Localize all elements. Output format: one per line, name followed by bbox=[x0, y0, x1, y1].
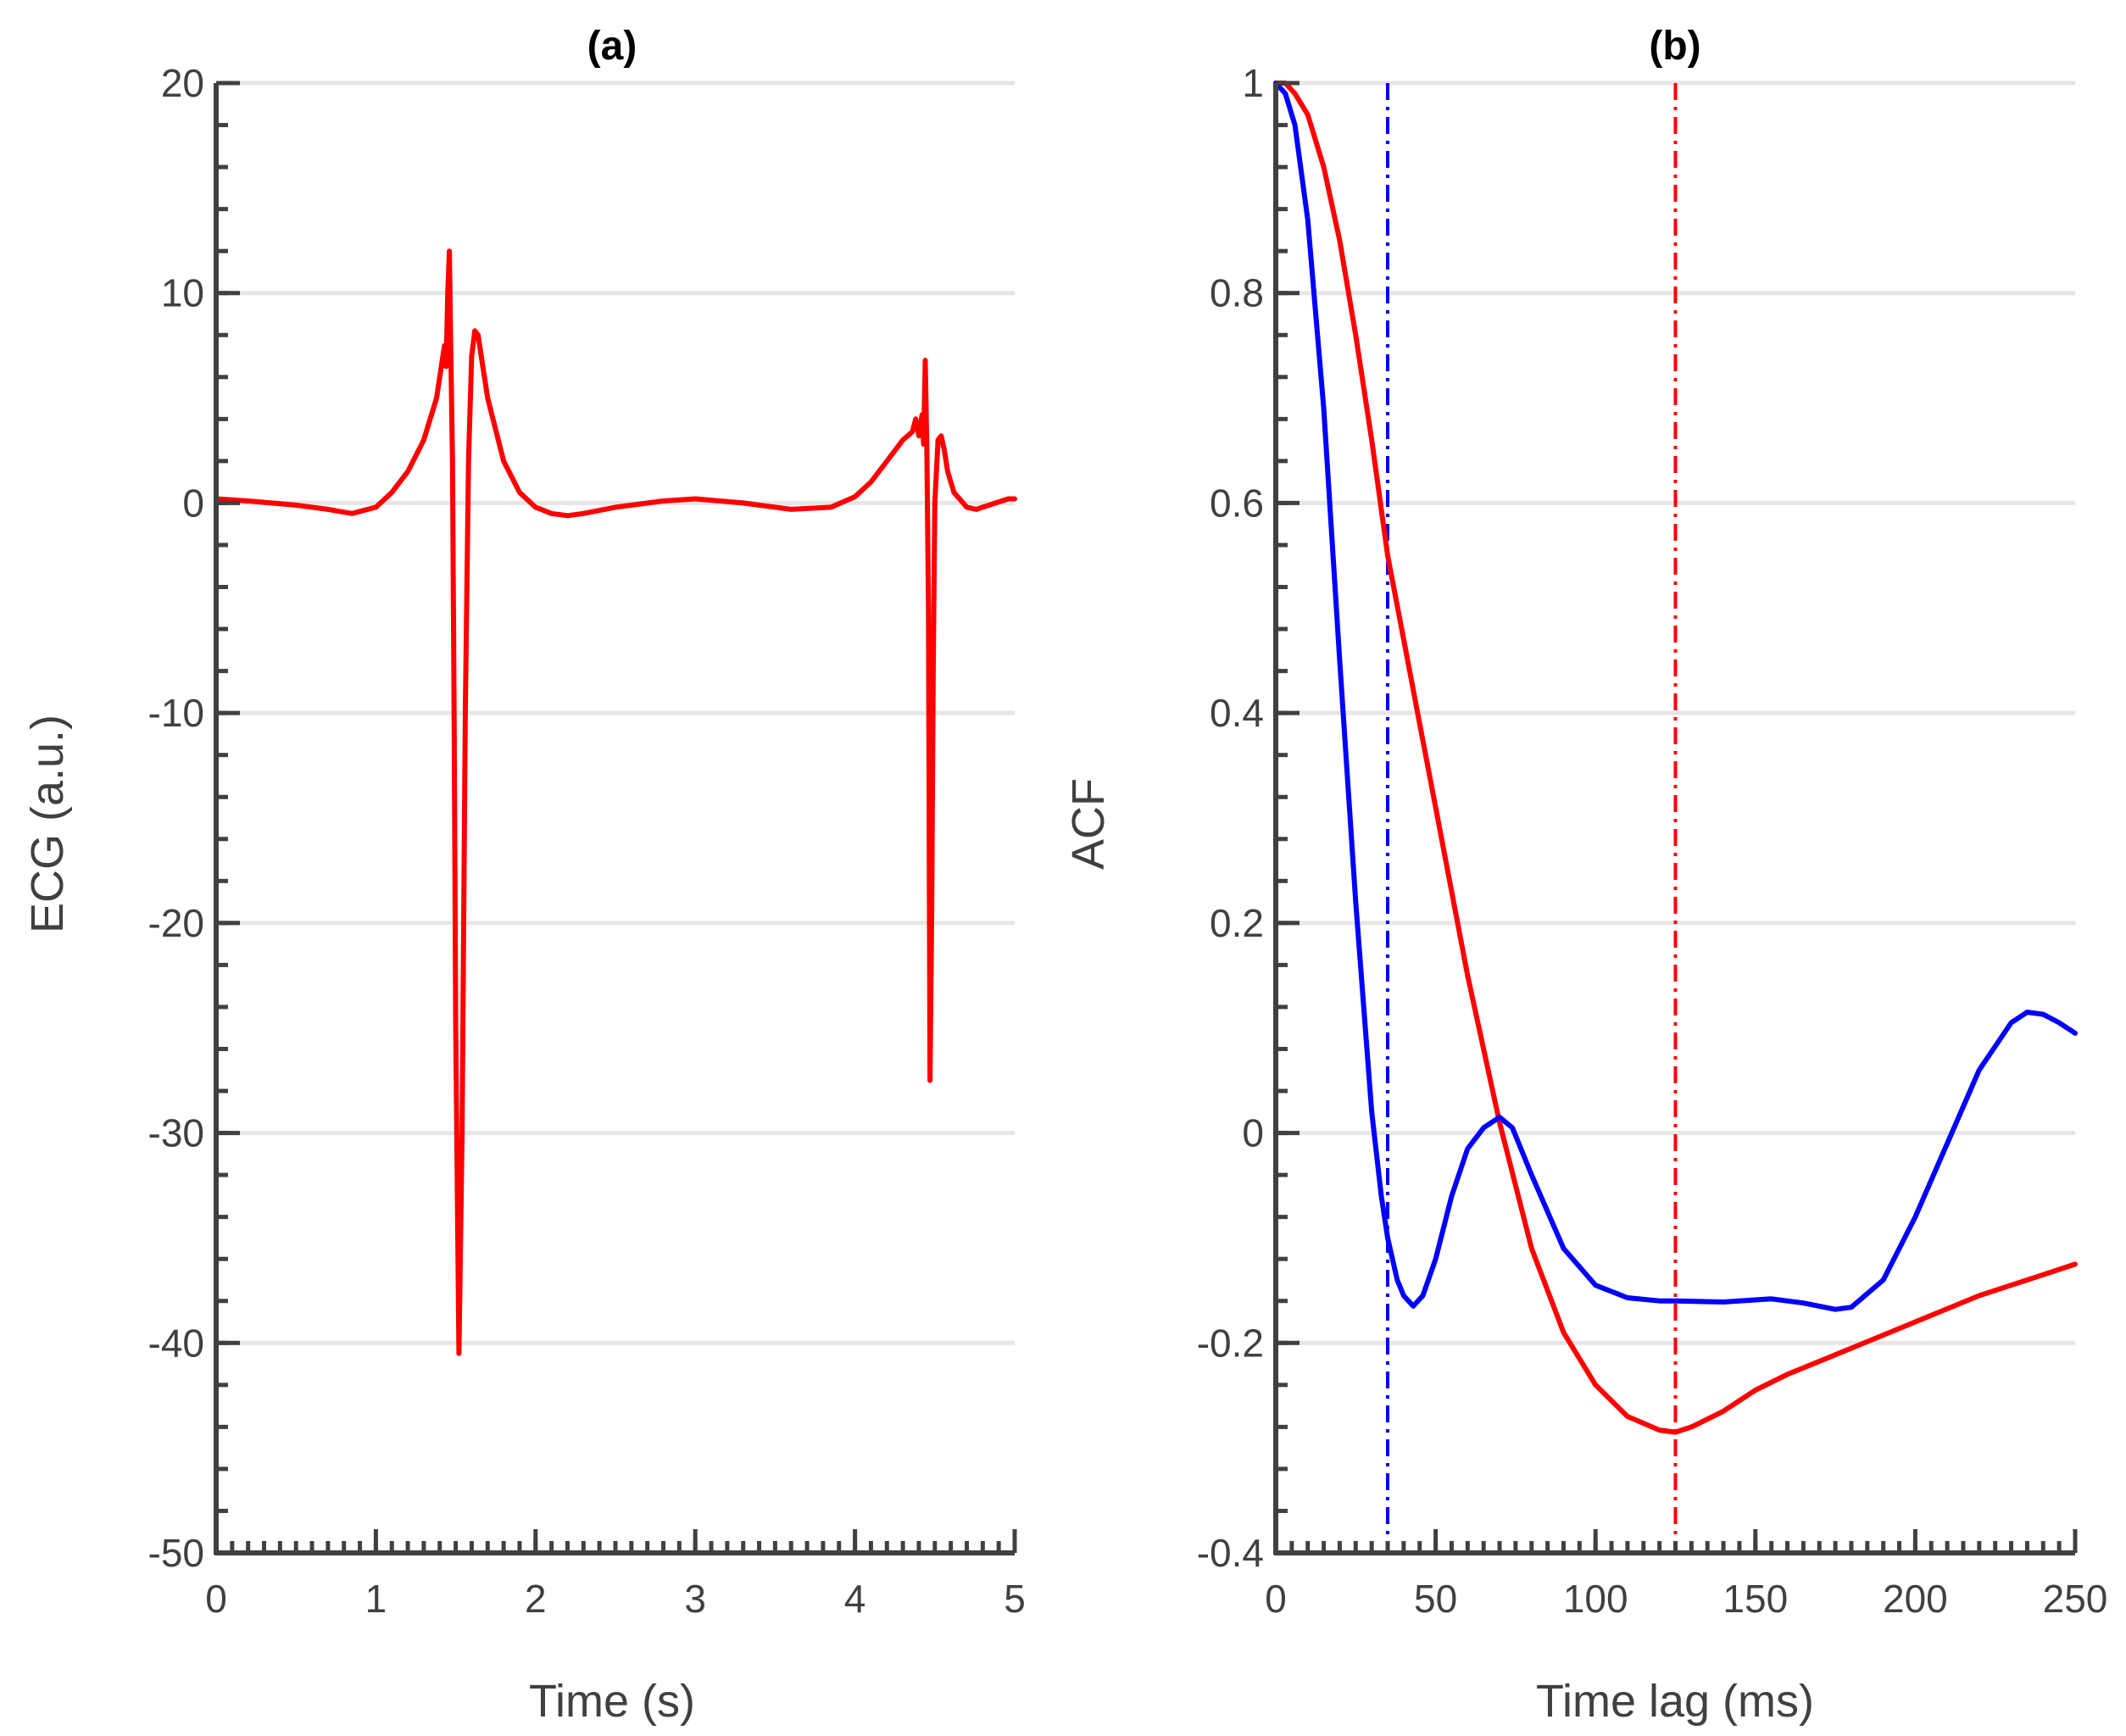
panel-b-axes: -0.4 -0.2 0 0.2 0.4 0.6 0.8 1 0 50 100 150 200 250 bbox=[1197, 61, 2108, 1621]
x-tick-label: 2 bbox=[525, 1577, 547, 1621]
x-tick-label: 0 bbox=[205, 1577, 227, 1621]
y-tick-label: 1 bbox=[1242, 61, 1264, 105]
panel-b-series bbox=[1273, 81, 2078, 1553]
series-line bbox=[1273, 81, 2078, 1435]
x-tick-label: 200 bbox=[1883, 1577, 1948, 1621]
x-tick-label: 50 bbox=[1414, 1577, 1457, 1621]
series-line bbox=[214, 248, 1017, 1356]
y-tick-label: -10 bbox=[148, 691, 204, 735]
y-tick-label: 0 bbox=[1242, 1111, 1264, 1155]
y-tick-label: 0 bbox=[182, 481, 204, 525]
x-tick-label: 100 bbox=[1563, 1577, 1628, 1621]
y-tick-label: 0.8 bbox=[1210, 271, 1264, 315]
panel-a-y-axis-label: ECG (a.u.) bbox=[22, 715, 73, 933]
x-tick-label: 5 bbox=[1004, 1577, 1026, 1621]
y-tick-label: 0.6 bbox=[1210, 481, 1264, 525]
panel-a-axes: -50 -40 -30 -20 -10 0 10 20 0 1 2 3 4 5 bbox=[148, 61, 1026, 1621]
y-tick-label: 0.4 bbox=[1210, 691, 1264, 735]
y-tick-label: -40 bbox=[148, 1321, 204, 1365]
panel-b-y-axis-label: ACF bbox=[1063, 778, 1114, 870]
panel-a-title: (a) bbox=[587, 24, 637, 69]
y-tick-label: -20 bbox=[148, 901, 204, 945]
y-tick-label: 0.2 bbox=[1210, 901, 1264, 945]
y-tick-label: -30 bbox=[148, 1111, 204, 1155]
y-tick-label: 20 bbox=[161, 61, 204, 105]
y-tick-label: 10 bbox=[161, 271, 204, 315]
panel-b-grid bbox=[1276, 81, 2075, 1345]
x-tick-label: 3 bbox=[684, 1577, 706, 1621]
x-tick-label: 150 bbox=[1723, 1577, 1788, 1621]
panel-b-x-axis-label: Time lag (ms) bbox=[1536, 1676, 1814, 1727]
panel-a-x-axis-label: Time (s) bbox=[529, 1676, 695, 1727]
y-tick-label: -0.2 bbox=[1197, 1321, 1264, 1365]
panel-a-grid bbox=[216, 81, 1015, 1345]
x-tick-label: 4 bbox=[844, 1577, 866, 1621]
y-tick-label: -50 bbox=[148, 1531, 204, 1575]
panel-b-acf: -0.4 -0.2 0 0.2 0.4 0.6 0.8 1 0 50 100 150 200 250 (b… bbox=[1063, 24, 2107, 1727]
panel-a-series bbox=[214, 248, 1017, 1356]
series-line bbox=[1273, 81, 2078, 1312]
y-tick-label: -0.4 bbox=[1197, 1531, 1264, 1575]
panel-b-title: (b) bbox=[1649, 24, 1700, 69]
x-tick-label: 250 bbox=[2043, 1577, 2108, 1621]
x-tick-label: 1 bbox=[365, 1577, 387, 1621]
x-tick-label: 0 bbox=[1265, 1577, 1287, 1621]
